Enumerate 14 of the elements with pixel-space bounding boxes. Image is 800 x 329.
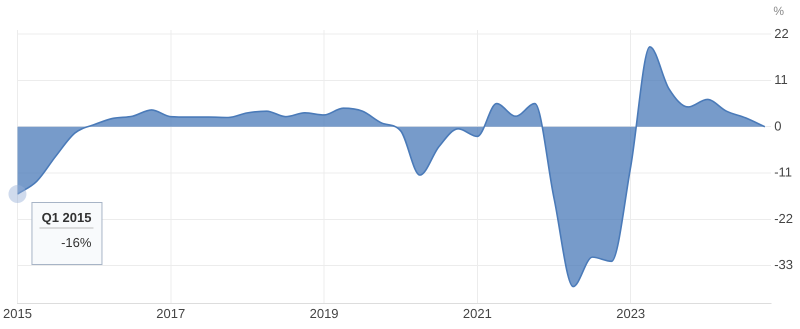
y-tick-label: -33 [774, 257, 794, 272]
x-tick-label: 2017 [156, 306, 186, 321]
x-tick-label: 2023 [616, 306, 646, 321]
annotation: -16% [61, 235, 92, 250]
y-tick-label: 0 [774, 118, 782, 134]
y-tick-label: 22 [774, 26, 789, 41]
y-tick-label: -11 [774, 164, 792, 180]
y-tick-label: 11 [774, 72, 788, 88]
x-tick-label: 2019 [310, 306, 339, 321]
y-axis-title: % [773, 4, 784, 18]
x-tick-label: 2015 [3, 306, 32, 321]
y-tick-label: -22 [774, 210, 794, 226]
annotation: Q1 2015 [42, 210, 92, 226]
x-tick-label: 2021 [462, 306, 492, 321]
